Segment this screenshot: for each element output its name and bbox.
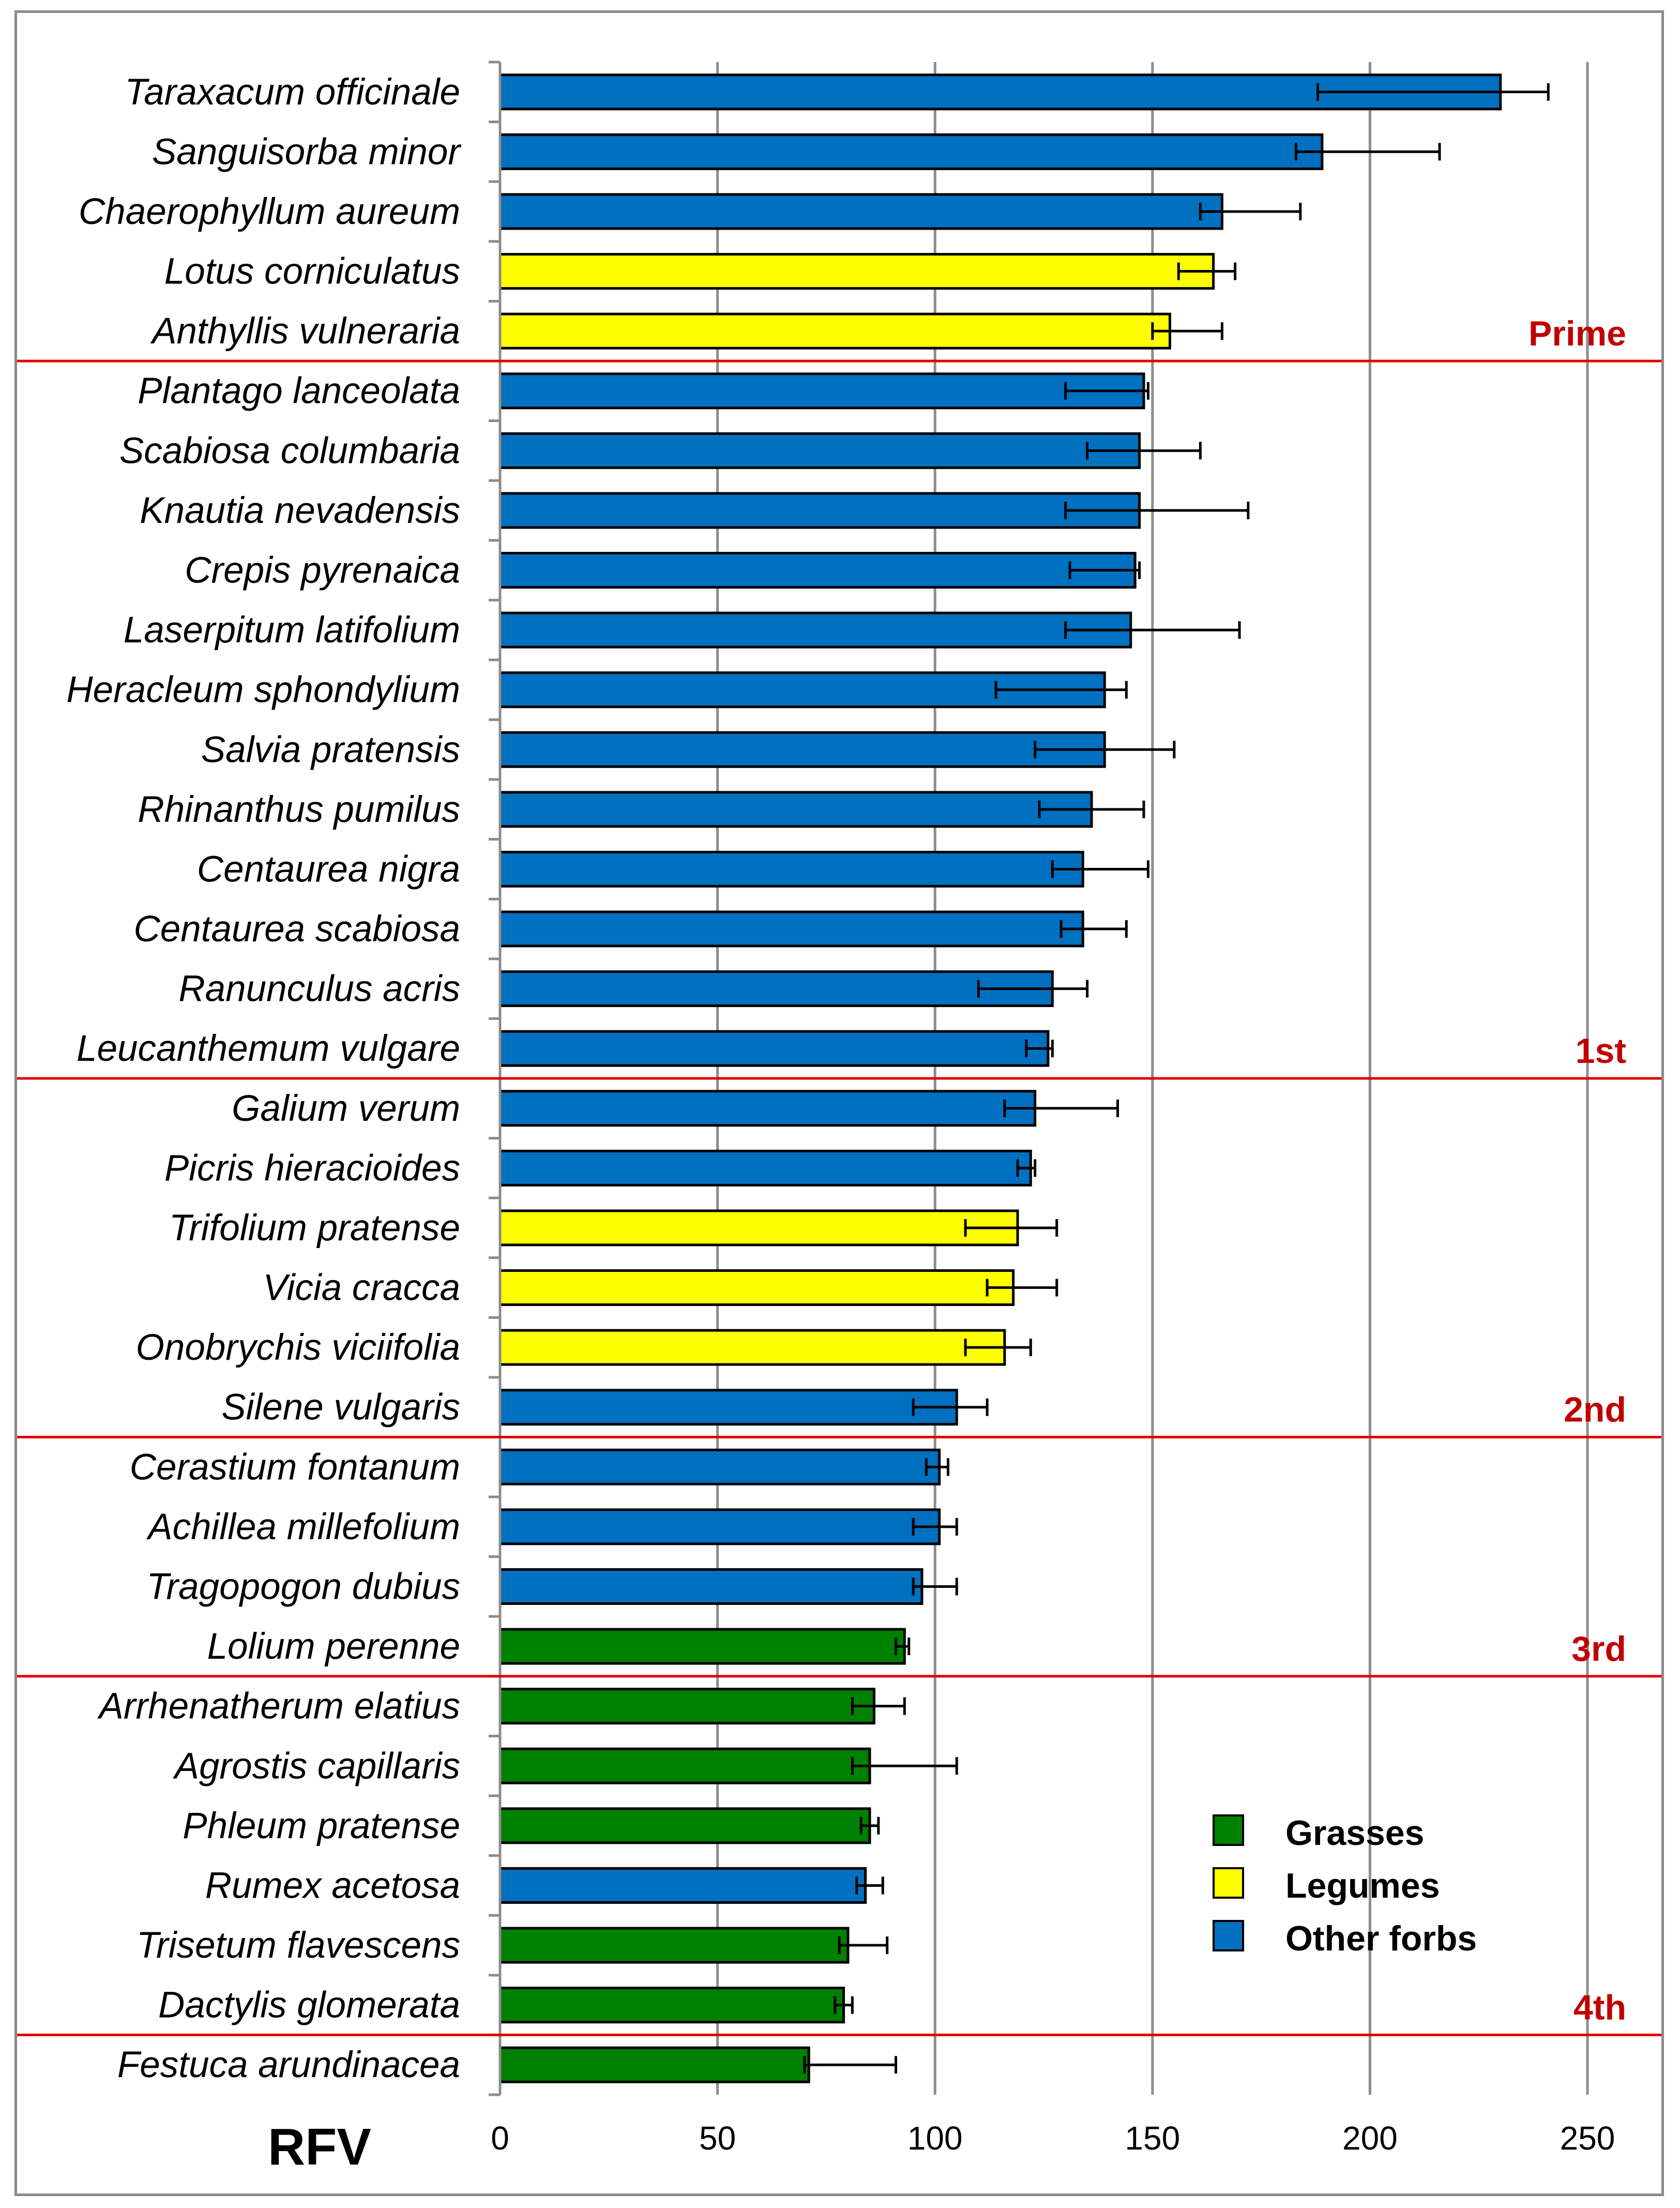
category-label: Centaurea nigra — [197, 849, 460, 890]
bar-layer — [498, 73, 1502, 2083]
bar — [498, 1448, 941, 1485]
bar — [498, 1508, 941, 1545]
tier-label: 1st — [1576, 1031, 1626, 1071]
bar — [498, 372, 1145, 410]
bar — [498, 970, 1054, 1008]
bar — [498, 1329, 1006, 1366]
category-label: Arrhenatherum elatius — [97, 1686, 460, 1727]
category-label: Silene vulgaris — [221, 1387, 460, 1428]
bar — [498, 492, 1141, 529]
error-bar-layer — [803, 83, 1550, 2074]
category-label: Vicia cracca — [263, 1268, 460, 1309]
legend-label-other-forbs: Other forbs — [1285, 1919, 1477, 1958]
bar — [498, 731, 1106, 768]
tier-label: 4th — [1573, 1988, 1626, 2027]
bar — [498, 1149, 1032, 1186]
x-tick-label: 100 — [907, 2120, 963, 2157]
bar — [498, 1867, 867, 1904]
category-label: Centaurea scabiosa — [133, 909, 460, 950]
category-label: Anthyllis vulneraria — [150, 311, 460, 352]
category-label: Leucanthemum vulgare — [77, 1028, 460, 1069]
category-label: Ranunculus acris — [178, 969, 460, 1010]
bar — [498, 2046, 810, 2083]
bar — [498, 1568, 924, 1605]
bar — [498, 850, 1084, 888]
bar — [498, 1389, 958, 1426]
tier-label: Prime — [1528, 314, 1626, 353]
bar — [498, 1807, 871, 1844]
legend-swatch-legumes — [1213, 1867, 1244, 1899]
bar — [498, 1209, 1019, 1246]
bar — [498, 611, 1132, 649]
legend-swatch-grasses — [1213, 1814, 1244, 1846]
category-label: Lolium perenne — [207, 1626, 460, 1667]
bar — [498, 312, 1171, 350]
x-axis-title: RFV — [268, 2118, 371, 2176]
x-tick-label: 200 — [1342, 2120, 1398, 2157]
legend-label-legumes: Legumes — [1285, 1866, 1440, 1905]
category-label: Lotus corniculatus — [164, 251, 460, 292]
category-label: Tragopogon dubius — [146, 1567, 460, 1608]
bar — [498, 1030, 1050, 1067]
category-label: Sanguisorba minor — [152, 131, 462, 172]
bar — [498, 1987, 845, 2024]
bar — [498, 1688, 875, 1725]
tier-layer: Prime 1st 2nd 3rd 4th — [17, 314, 1661, 2036]
category-label: Salvia pratensis — [201, 729, 460, 770]
bar — [498, 1269, 1015, 1306]
bar — [498, 552, 1137, 589]
x-tick-label: 250 — [1560, 2120, 1615, 2157]
legend-swatch-other-forbs — [1213, 1920, 1244, 1951]
category-label: Achillea millefolium — [146, 1507, 460, 1548]
category-label: Galium verum — [232, 1088, 460, 1129]
bar — [498, 432, 1141, 469]
bar — [498, 791, 1093, 828]
bar — [498, 1927, 850, 1964]
category-label: Heracleum sphondylium — [66, 670, 460, 711]
bar — [498, 1747, 871, 1784]
x-tick-label: 50 — [699, 2120, 736, 2157]
category-label: Festuca arundinacea — [117, 2045, 460, 2085]
category-label: Agrostis capillaris — [173, 1746, 460, 1786]
bar — [498, 193, 1223, 230]
category-label: Taraxacum officinale — [125, 72, 460, 113]
bar — [498, 1090, 1037, 1127]
bar — [498, 1628, 906, 1665]
x-tick-label: 150 — [1125, 2120, 1180, 2157]
category-label: Rumex acetosa — [205, 1865, 460, 1906]
category-label: Picris hieracioides — [164, 1148, 460, 1189]
category-label-layer: Taraxacum officinale Sanguisorba minor Cha… — [66, 72, 462, 2085]
category-label: Onobrychis viciifolia — [136, 1327, 460, 1368]
category-label: Trisetum flavescens — [137, 1925, 460, 1966]
tier-label: 2nd — [1564, 1390, 1626, 1430]
category-label: Plantago lanceolata — [138, 371, 460, 412]
category-label: Rhinanthus pumilus — [138, 789, 460, 830]
legend: Grasses Legumes Other forbs — [1213, 1813, 1477, 1958]
x-tick-label: 0 — [491, 2120, 509, 2157]
bar — [498, 253, 1215, 290]
tier-label: 3rd — [1571, 1629, 1626, 1669]
category-label: Scabiosa columbaria — [119, 430, 460, 471]
category-label: Crepis pyrenaica — [185, 550, 460, 591]
legend-label-grasses: Grasses — [1285, 1813, 1424, 1853]
bar — [498, 133, 1324, 170]
category-label: Phleum pratense — [183, 1806, 460, 1846]
category-label: Dactylis glomerata — [158, 1985, 460, 2026]
bar — [498, 910, 1084, 948]
category-label: Laserpitum latifolium — [124, 610, 460, 651]
category-label: Cerastium fontanum — [130, 1447, 460, 1488]
category-label: Chaerophyllum aureum — [79, 191, 460, 232]
category-label: Trifolium pratense — [169, 1208, 460, 1249]
category-label: Knautia nevadensis — [140, 490, 460, 531]
